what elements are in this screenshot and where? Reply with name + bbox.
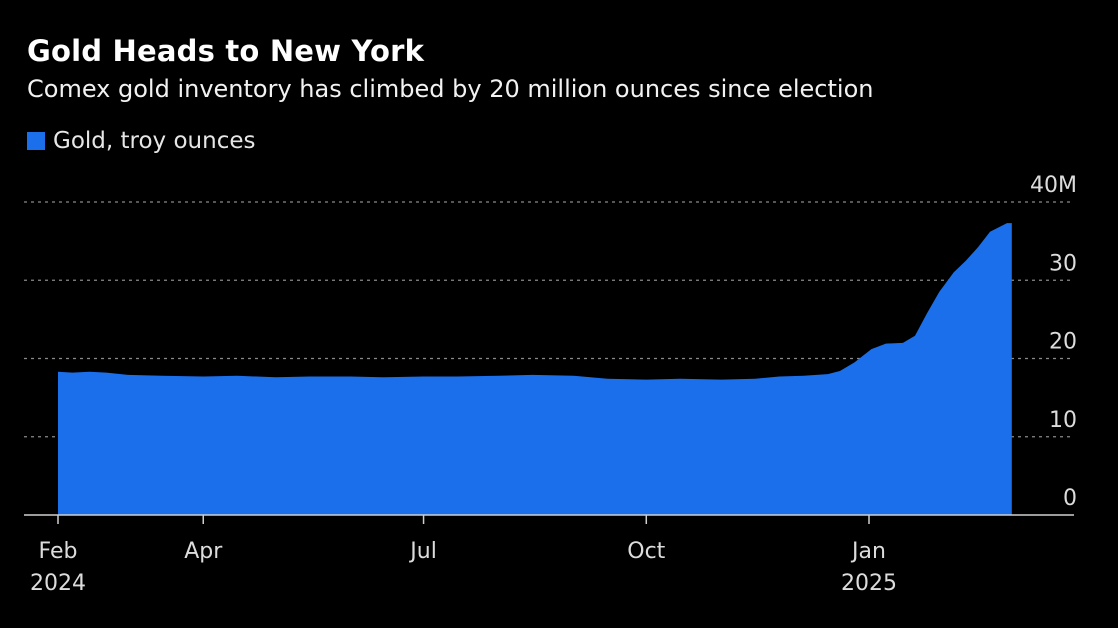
x-tick-year-label: 2025 <box>841 571 897 596</box>
x-tick-label: Apr <box>184 539 223 564</box>
x-tick-label: Jul <box>408 539 437 564</box>
y-tick-label: 30 <box>1049 251 1077 276</box>
y-tick-label: 20 <box>1049 330 1077 355</box>
y-tick-label: 0 <box>1063 486 1077 511</box>
chart-title: Gold Heads to New York <box>27 34 425 68</box>
chart-subtitle: Comex gold inventory has climbed by 20 m… <box>27 75 874 103</box>
x-tick-label: Feb <box>39 539 78 564</box>
x-axis-tick-labels: Feb 2024 Apr Jul Oct Jan 2025 <box>30 539 897 596</box>
series-area-gold <box>58 223 1012 515</box>
legend: Gold, troy ounces <box>27 128 255 154</box>
y-tick-label: 10 <box>1049 408 1077 433</box>
series-area <box>57 223 1012 515</box>
x-axis <box>24 514 1074 524</box>
legend-swatch-gold <box>27 132 45 150</box>
y-tick-label: 40M <box>1030 173 1077 198</box>
x-tick-label: Oct <box>627 539 665 564</box>
y-axis-tick-labels: 0 10 20 30 40M <box>1030 173 1077 511</box>
x-tick-label: Jan <box>850 539 886 564</box>
legend-label-gold: Gold, troy ounces <box>53 128 256 154</box>
x-tick-year-label: 2024 <box>30 571 86 596</box>
